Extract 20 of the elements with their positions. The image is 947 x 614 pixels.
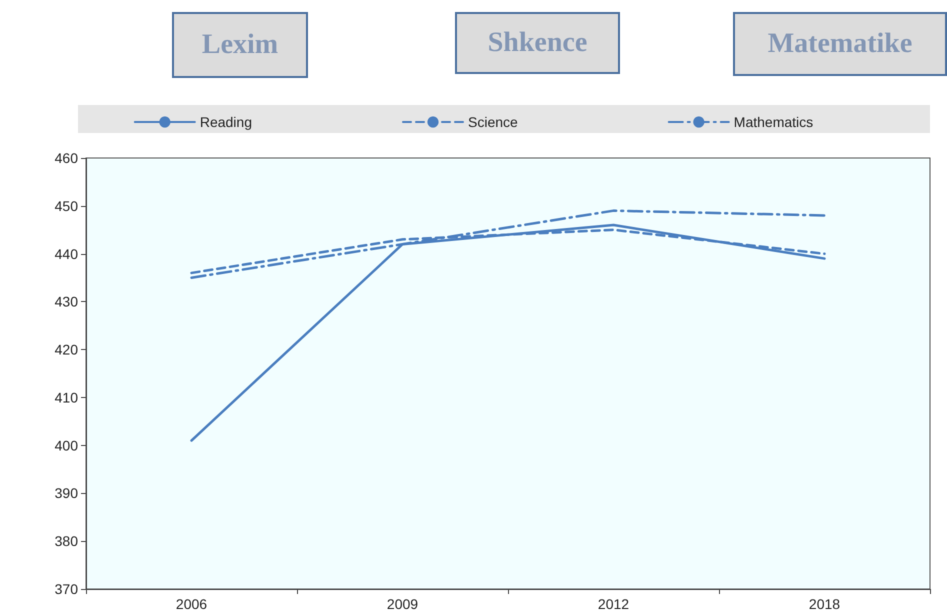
y-tick-label: 400 (54, 437, 78, 454)
x-tick-label: 2012 (598, 596, 630, 612)
text: Lexim (172, 12, 308, 78)
text: Matematike (733, 12, 947, 76)
y-tick-label: 430 (54, 294, 78, 310)
x-tick-label: 2009 (386, 596, 418, 612)
y-tick-label: 390 (54, 485, 78, 502)
legend-label: Mathematics (734, 114, 814, 130)
legend-label: Science (468, 114, 518, 130)
y-tick-label: 450 (54, 198, 78, 214)
x-tick-label: 2018 (808, 596, 840, 612)
y-tick-label: 440 (54, 246, 78, 262)
text: Shkence (455, 12, 620, 74)
y-tick-label: 420 (54, 342, 78, 358)
x-tick-label: 2006 (176, 596, 208, 612)
y-tick-label: 410 (54, 389, 78, 406)
y-tick-label: 460 (54, 150, 78, 166)
y-tick-label: 370 (54, 581, 78, 597)
legend-label: Reading (200, 114, 252, 130)
y-tick-label: 380 (54, 533, 78, 550)
